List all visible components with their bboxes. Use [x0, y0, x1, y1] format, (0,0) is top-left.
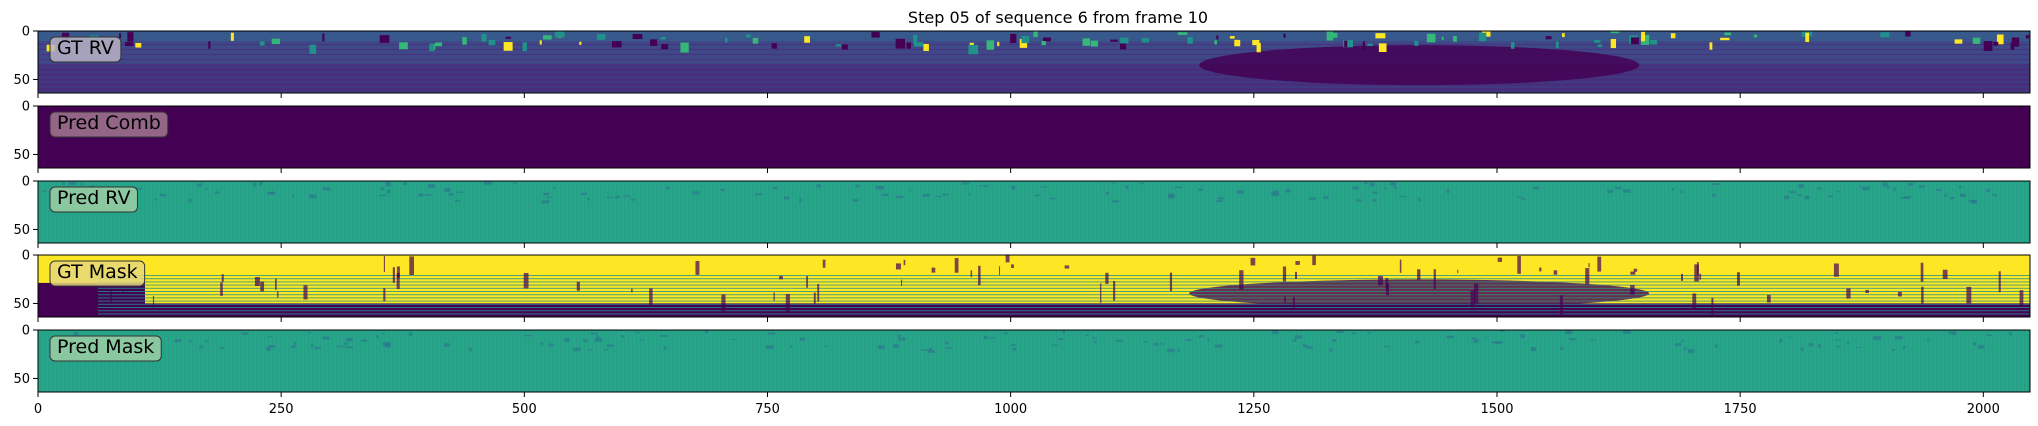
panel-label-box	[49, 260, 146, 287]
y-tick-label: 50	[13, 73, 30, 88]
panel-label-box	[49, 335, 162, 362]
x-tick-label: 1500	[1480, 402, 1513, 417]
panel-label: GT RV	[49, 36, 122, 63]
y-tick-label: 0	[22, 25, 30, 40]
panel-pred-comb: 0 50 Pred Comb	[13, 100, 2031, 173]
panel-label-text: Pred Comb	[57, 112, 161, 134]
panel-label-text: Pred Mask	[57, 336, 154, 358]
panel-label-text: GT RV	[57, 37, 114, 59]
x-tick-label: 1750	[1724, 402, 1757, 417]
axes-frame	[37, 254, 2031, 318]
y-tick-label: 50	[13, 148, 30, 163]
panel-label: Pred Comb	[49, 111, 169, 138]
axes-frame	[37, 105, 2031, 169]
x-axis: 0 250 500 750 1000 1250 1500 1750 2000	[34, 402, 2000, 417]
panel-pred-mask: 0 50 Pred Mask	[13, 324, 2031, 397]
heatmap-image	[38, 330, 2030, 392]
axes-frame	[37, 329, 2031, 393]
panels: 0 50 GT RV 0 50 Pred Comb 0 50 Pred RV 0 50 GT Mask…	[13, 25, 2031, 397]
y-tick-label: 50	[13, 223, 30, 238]
y-tick-label: 50	[13, 372, 30, 387]
x-tick-label: 500	[512, 402, 537, 417]
panel-label: Pred RV	[49, 186, 138, 213]
panel-label: GT Mask	[49, 260, 146, 287]
x-tick-label: 750	[755, 402, 780, 417]
y-tick-label: 0	[22, 249, 30, 264]
panel-gt-rv: 0 50 GT RV	[13, 25, 2031, 98]
heatmap-image	[38, 255, 2030, 317]
x-tick-label: 2000	[1967, 402, 2000, 417]
panel-label: Pred Mask	[49, 335, 162, 362]
x-tick-label: 1000	[994, 402, 1027, 417]
panel-label-box	[49, 36, 122, 63]
y-tick-label: 0	[22, 100, 30, 115]
heatmap-image	[38, 106, 2030, 168]
panel-label-text: Pred RV	[57, 187, 130, 209]
panel-pred-rv: 0 50 Pred RV	[13, 175, 2031, 248]
x-tick-label: 250	[269, 402, 294, 417]
panel-label-box	[49, 186, 138, 213]
y-tick-label: 0	[22, 175, 30, 190]
panel-label-text: GT Mask	[57, 261, 138, 283]
panel-gt-mask: 0 50 GT Mask	[13, 249, 2031, 322]
x-tick-label: 0	[34, 402, 42, 417]
chart-title: Step 05 of sequence 6 from frame 10	[908, 8, 1208, 27]
panel-label-box	[49, 111, 169, 138]
heatmap-image	[38, 31, 2030, 93]
heatmap-image	[38, 181, 2030, 243]
axes-frame	[37, 180, 2031, 244]
y-tick-label: 50	[13, 297, 30, 312]
x-tick-label: 1250	[1237, 402, 1270, 417]
y-tick-label: 0	[22, 324, 30, 339]
axes-frame	[37, 30, 2031, 94]
